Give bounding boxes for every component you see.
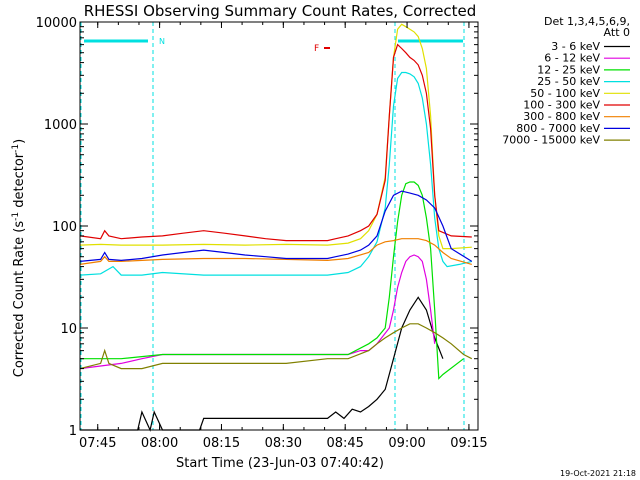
y-axis-label: Corrected Count Rate (s-1 detector-1) xyxy=(11,139,27,377)
legend-label-6: 100 - 300 keV xyxy=(523,99,600,112)
legend-label-3: 12 - 25 keV xyxy=(537,63,600,76)
series-line-6 xyxy=(79,43,472,242)
series-line-3 xyxy=(80,181,464,380)
chart-title: RHESSI Observing Summary Count Rates, Co… xyxy=(84,2,477,20)
flare-marker xyxy=(324,47,330,49)
axes: 07:45 08:00 08:15 08:30 08:45 09:00 09:15 1 10 10… xyxy=(36,16,488,451)
series-line-9 xyxy=(79,323,473,370)
y-axis-label-part-2: detector xyxy=(12,152,27,212)
y-tick-label: 100 xyxy=(52,220,77,235)
y-axis-label-exp-2: -1 xyxy=(11,144,21,153)
night-label: N xyxy=(159,37,165,46)
x-axis-label: Start Time (23-Jun-03 07:40:42) xyxy=(176,456,384,471)
y-tick-label: 10 xyxy=(60,322,77,337)
legend-label-1: 3 - 6 keV xyxy=(551,40,600,53)
x-tick-label: 08:30 xyxy=(265,436,302,451)
x-tick-label: 09:00 xyxy=(388,436,425,451)
series-line-8 xyxy=(79,190,473,262)
legend-label-7: 300 - 800 keV xyxy=(523,110,600,123)
series-line-7 xyxy=(79,238,472,265)
y-tick-label: 1 xyxy=(69,424,77,439)
x-tick-label: 09:15 xyxy=(450,436,487,451)
x-tick-label: 08:15 xyxy=(203,436,240,451)
y-axis-label-part-1: Corrected Count Rate (s xyxy=(12,221,27,378)
y-tick-label: 10000 xyxy=(36,16,77,31)
legend-label-8: 800 - 7000 keV xyxy=(516,122,600,135)
series-line-4 xyxy=(79,71,472,276)
x-tick-label: 07:45 xyxy=(79,436,116,451)
series-line-5 xyxy=(79,23,472,250)
y-tick-label: 1000 xyxy=(44,118,77,133)
legend-label-4: 25 - 50 keV xyxy=(537,75,600,88)
series-line-2 xyxy=(79,254,436,370)
x-tick-label: 08:00 xyxy=(141,436,178,451)
legend-label-2: 6 - 12 keV xyxy=(544,52,600,65)
legend-header-line-2: Att 0 xyxy=(604,26,630,39)
y-axis-label-exp-1: -1 xyxy=(11,212,21,221)
y-axis-label-part-3: ) xyxy=(12,139,27,144)
legend-label-5: 50 - 100 keV xyxy=(530,87,600,100)
series-line-1 xyxy=(80,296,444,432)
flare-label: F xyxy=(314,44,319,54)
legend-header-line-1: Det 1,3,4,5,6,9, xyxy=(544,15,630,28)
plot-area: NF xyxy=(79,22,473,432)
legend-label-9: 7000 - 15000 keV xyxy=(502,134,600,147)
timestamp: 19-Oct-2021 21:18 xyxy=(560,469,636,478)
x-tick-label: 08:45 xyxy=(326,436,363,451)
